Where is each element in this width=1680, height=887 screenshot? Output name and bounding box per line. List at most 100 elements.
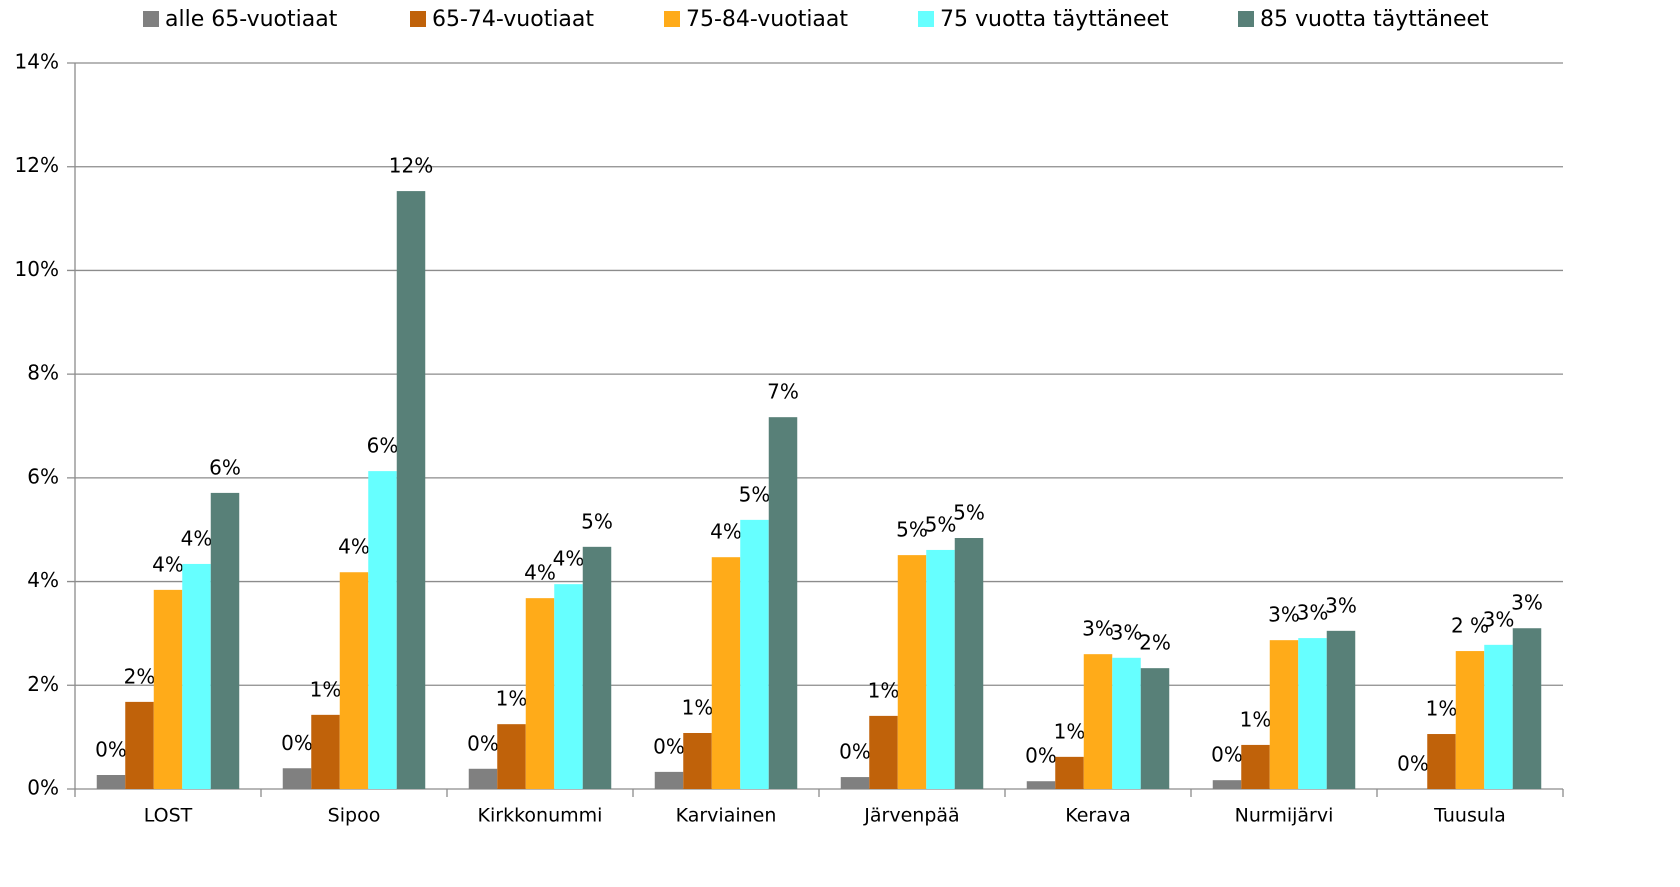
bar — [554, 584, 583, 789]
x-tick-label: Karviainen — [676, 805, 777, 827]
bar — [1212, 780, 1242, 789]
bar — [468, 768, 498, 789]
value-label: 5% — [925, 512, 957, 536]
value-label: 3% — [1483, 607, 1515, 631]
bar — [768, 417, 798, 789]
value-label: 2% — [124, 664, 156, 688]
value-label: 4% — [338, 535, 370, 559]
bar — [525, 598, 555, 789]
bar — [153, 589, 183, 789]
y-tick-label: 10% — [15, 257, 59, 281]
bar — [1083, 654, 1113, 789]
x-tick-label: Kirkkonummi — [478, 805, 603, 827]
value-label: 2 % — [1451, 614, 1489, 638]
bar — [740, 519, 769, 789]
value-label: 3% — [1511, 591, 1543, 615]
y-tick-label: 12% — [15, 153, 59, 177]
value-label: 3% — [1082, 617, 1114, 641]
value-label: 5% — [739, 482, 771, 506]
value-label: 6% — [367, 434, 399, 458]
bar — [1241, 744, 1270, 789]
value-label: 1% — [1426, 697, 1458, 721]
value-label: 0% — [839, 740, 871, 764]
value-label: 1% — [496, 687, 528, 711]
x-tick-label: LOST — [144, 805, 193, 827]
y-tick-label: 2% — [27, 672, 59, 696]
bar — [711, 557, 741, 789]
bar — [1326, 630, 1356, 789]
bar — [497, 724, 526, 789]
bar — [1055, 756, 1084, 789]
legend-swatch — [410, 11, 426, 27]
legend-label: 65-74-vuotiaat — [432, 7, 594, 32]
bar — [1112, 657, 1141, 789]
x-tick-label: Kerava — [1065, 805, 1131, 827]
value-label: 0% — [467, 731, 499, 755]
bar — [368, 471, 397, 789]
value-label: 6% — [209, 455, 241, 479]
value-label: 5% — [896, 518, 928, 542]
bar — [96, 774, 126, 789]
value-label: 4% — [553, 547, 585, 571]
value-label: 0% — [1397, 752, 1429, 776]
y-tick-label: 0% — [27, 776, 59, 800]
bar — [1484, 644, 1513, 789]
x-tick-label: Nurmijärvi — [1235, 805, 1334, 827]
value-label: 2% — [1139, 631, 1171, 655]
value-label: 5% — [953, 501, 985, 525]
value-label: 0% — [281, 731, 313, 755]
legend-label: 75-84-vuotiaat — [686, 7, 848, 32]
bar — [182, 563, 211, 789]
value-label: 4% — [181, 526, 213, 550]
y-tick-label: 14% — [15, 50, 59, 74]
bar — [396, 191, 426, 789]
value-label: 0% — [95, 737, 127, 761]
value-label: 1% — [868, 678, 900, 702]
bar — [654, 771, 684, 789]
bar — [1026, 781, 1056, 789]
legend-label: alle 65-vuotiaat — [165, 7, 338, 32]
bar — [1512, 628, 1542, 789]
value-label: 1% — [1054, 719, 1086, 743]
bar — [1455, 651, 1485, 789]
legend-swatch — [918, 11, 934, 27]
y-tick-label: 4% — [27, 568, 59, 592]
value-label: 3% — [1325, 593, 1357, 617]
legend-label: 75 vuotta täyttäneet — [940, 7, 1169, 32]
bar — [683, 732, 712, 789]
bar — [339, 572, 369, 789]
value-label: 4% — [524, 561, 556, 585]
bar — [311, 714, 340, 789]
x-tick-label: Tuusula — [1433, 805, 1506, 827]
value-label: 4% — [152, 552, 184, 576]
value-label: 5% — [581, 509, 613, 533]
bar — [1298, 638, 1327, 789]
bar — [1427, 734, 1456, 789]
bar — [926, 549, 955, 789]
value-label: 0% — [653, 734, 685, 758]
value-label: 0% — [1211, 743, 1243, 767]
x-tick-label: Järvenpää — [863, 805, 959, 827]
bar — [210, 492, 240, 789]
legend-label: 85 vuotta täyttäneet — [1260, 7, 1489, 32]
value-label: 7% — [767, 380, 799, 404]
legend-swatch — [664, 11, 680, 27]
x-tick-label: Sipoo — [328, 805, 381, 827]
bar — [869, 715, 898, 789]
value-label: 0% — [1025, 744, 1057, 768]
value-label: 3% — [1268, 603, 1300, 627]
value-label: 4% — [710, 520, 742, 544]
bar — [125, 701, 154, 789]
bar — [1140, 668, 1170, 789]
legend-swatch — [1238, 11, 1254, 27]
legend-swatch — [143, 11, 159, 27]
value-label: 1% — [310, 677, 342, 701]
y-tick-label: 8% — [27, 361, 59, 385]
y-tick-label: 6% — [27, 464, 59, 488]
value-label: 3% — [1111, 620, 1143, 644]
bar — [582, 546, 612, 789]
value-label: 12% — [389, 154, 433, 178]
value-label: 3% — [1297, 601, 1329, 625]
bar — [840, 777, 870, 789]
